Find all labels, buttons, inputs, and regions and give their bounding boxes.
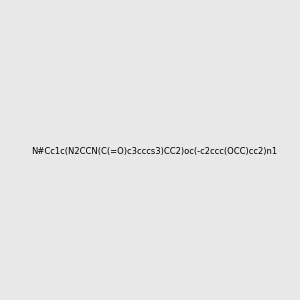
Text: N#Cc1c(N2CCN(C(=O)c3cccs3)CC2)oc(-c2ccc(OCC)cc2)n1: N#Cc1c(N2CCN(C(=O)c3cccs3)CC2)oc(-c2ccc(… bbox=[31, 147, 277, 156]
